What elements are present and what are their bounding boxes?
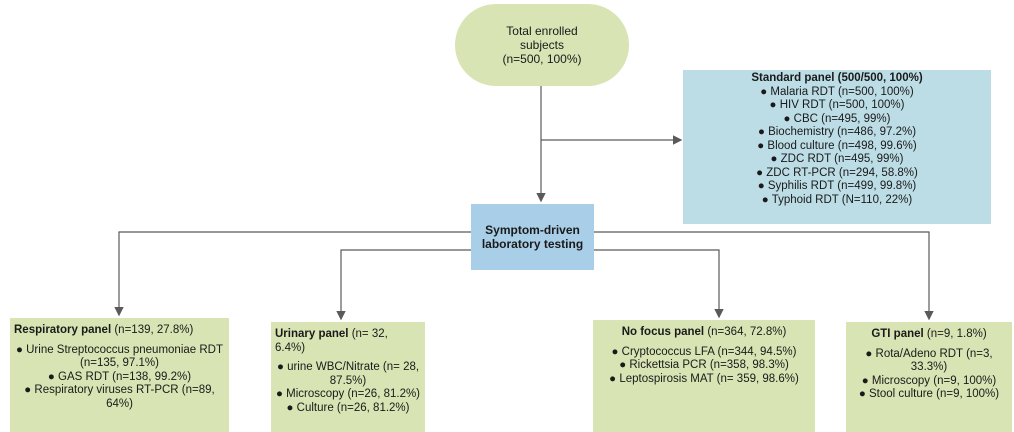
list-item: ● Culture (n=26, 81.2%) (286, 401, 410, 414)
list-item: ● HIV RDT (n=500, 100%) (769, 99, 905, 111)
list-item: ● Urine Streptococcus pneumoniae RDT (n=… (15, 343, 223, 370)
standard-panel-items: ● Malaria RDT (n=500, 100%) ● HIV RDT (n… (683, 86, 991, 208)
gti-panel-node: GTI panel (n=9, 1.8%) ● Rota/Adeno RDT (… (846, 322, 1012, 432)
list-item: ● Typhoid RDT (N=110, 22%) (761, 193, 913, 206)
list-item: ● Rota/Adeno RDT (n=3, 33.3%) (865, 347, 993, 374)
list-item: ● Microscopy (n=9, 100%) (861, 374, 997, 387)
urinary-panel-count: (n= 32, 6.4%) (275, 328, 388, 354)
list-item: ● Rickettsia PCR (n=358, 98.3%) (619, 359, 789, 371)
respiratory-panel-title-text: Respiratory panel (14, 324, 112, 336)
standard-panel-count: (500/500, 100%) (834, 72, 923, 84)
arrow-to-nofocus (594, 249, 724, 319)
gti-panel-title-text: GTI panel (871, 328, 924, 340)
root-line-3: (n=500, 100%) (502, 52, 582, 66)
nofocus-panel-title-text: No focus panel (621, 326, 705, 338)
list-item: ● CBC (n=495, 99%) (783, 112, 891, 125)
list-item: ● Leptospirosis MAT (n= 359, 98.6%) (609, 372, 799, 385)
list-item: ● Respiratory viruses RT-PCR (n=89, 64%) (24, 384, 215, 410)
gti-panel-title: GTI panel (n=9, 1.8%) (850, 328, 1008, 342)
symptom-driven-node: Symptom-driven laboratory testing (471, 204, 594, 270)
list-item: ● Stool culture (n=9, 100%) (858, 388, 1000, 400)
list-item: ● urine WBC/Nitrate (n= 28, 87.5%) (276, 361, 420, 387)
list-item: ● Cryptococcus LFA (n=344, 94.5%) (611, 345, 797, 358)
total-enrolled-node: Total enrolled subjects (n=500, 100%) (455, 4, 629, 86)
gti-panel-count: (n=9, 1.8%) (923, 328, 987, 340)
list-item: ● Malaria RDT (n=500, 100%) (760, 85, 914, 98)
nofocus-panel-title: No focus panel (n=364, 72.8%) (597, 326, 811, 340)
nofocus-panel-count: (n=364, 72.8%) (704, 326, 787, 338)
nofocus-panel-node: No focus panel (n=364, 72.8%) ● Cryptoco… (593, 320, 815, 432)
list-item: ● GAS RDT (n=138, 99.2%) (47, 370, 192, 383)
standard-panel-title-text: Standard panel (751, 72, 835, 84)
symptom-line-2: laboratory testing (481, 237, 584, 251)
symptom-line-1: Symptom-driven (485, 223, 580, 237)
arrow-to-urinary (336, 249, 471, 321)
list-item: ● Biochemistry (n=486, 97.2%) (757, 126, 917, 138)
list-item: ● ZDC RDT (n=495, 99%) (770, 153, 904, 165)
standard-panel-node: Standard panel (500/500, 100%) ● Malaria… (683, 70, 991, 224)
list-item: ● Syphilis RDT (n=499, 99.8%) (757, 180, 917, 192)
respiratory-panel-node: Respiratory panel (n=139, 27.8%) ● Urine… (10, 318, 229, 432)
root-line-1: Total enrolled (506, 24, 578, 38)
respiratory-panel-count: (n=139, 27.8%) (111, 324, 194, 336)
urinary-panel-title: Urinary panel (n= 32, 6.4%) (275, 328, 421, 355)
respiratory-panel-title: Respiratory panel (n=139, 27.8%) (14, 324, 225, 338)
list-item: ● Microscopy (n=26, 81.2%) (275, 388, 421, 400)
urinary-panel-title-text: Urinary panel (275, 328, 349, 340)
arrow-to-gti (594, 231, 934, 321)
standard-panel-title: Standard panel (500/500, 100%) (683, 72, 991, 86)
root-line-2: subjects (519, 38, 565, 52)
list-item: ● Blood culture (n=498, 99.6%) (757, 139, 917, 152)
arrow-to-respiratory (114, 231, 471, 317)
list-item: ● ZDC RT-PCR (n=294, 58.8%) (756, 166, 918, 179)
urinary-panel-node: Urinary panel (n= 32, 6.4%) ● urine WBC/… (271, 322, 425, 432)
